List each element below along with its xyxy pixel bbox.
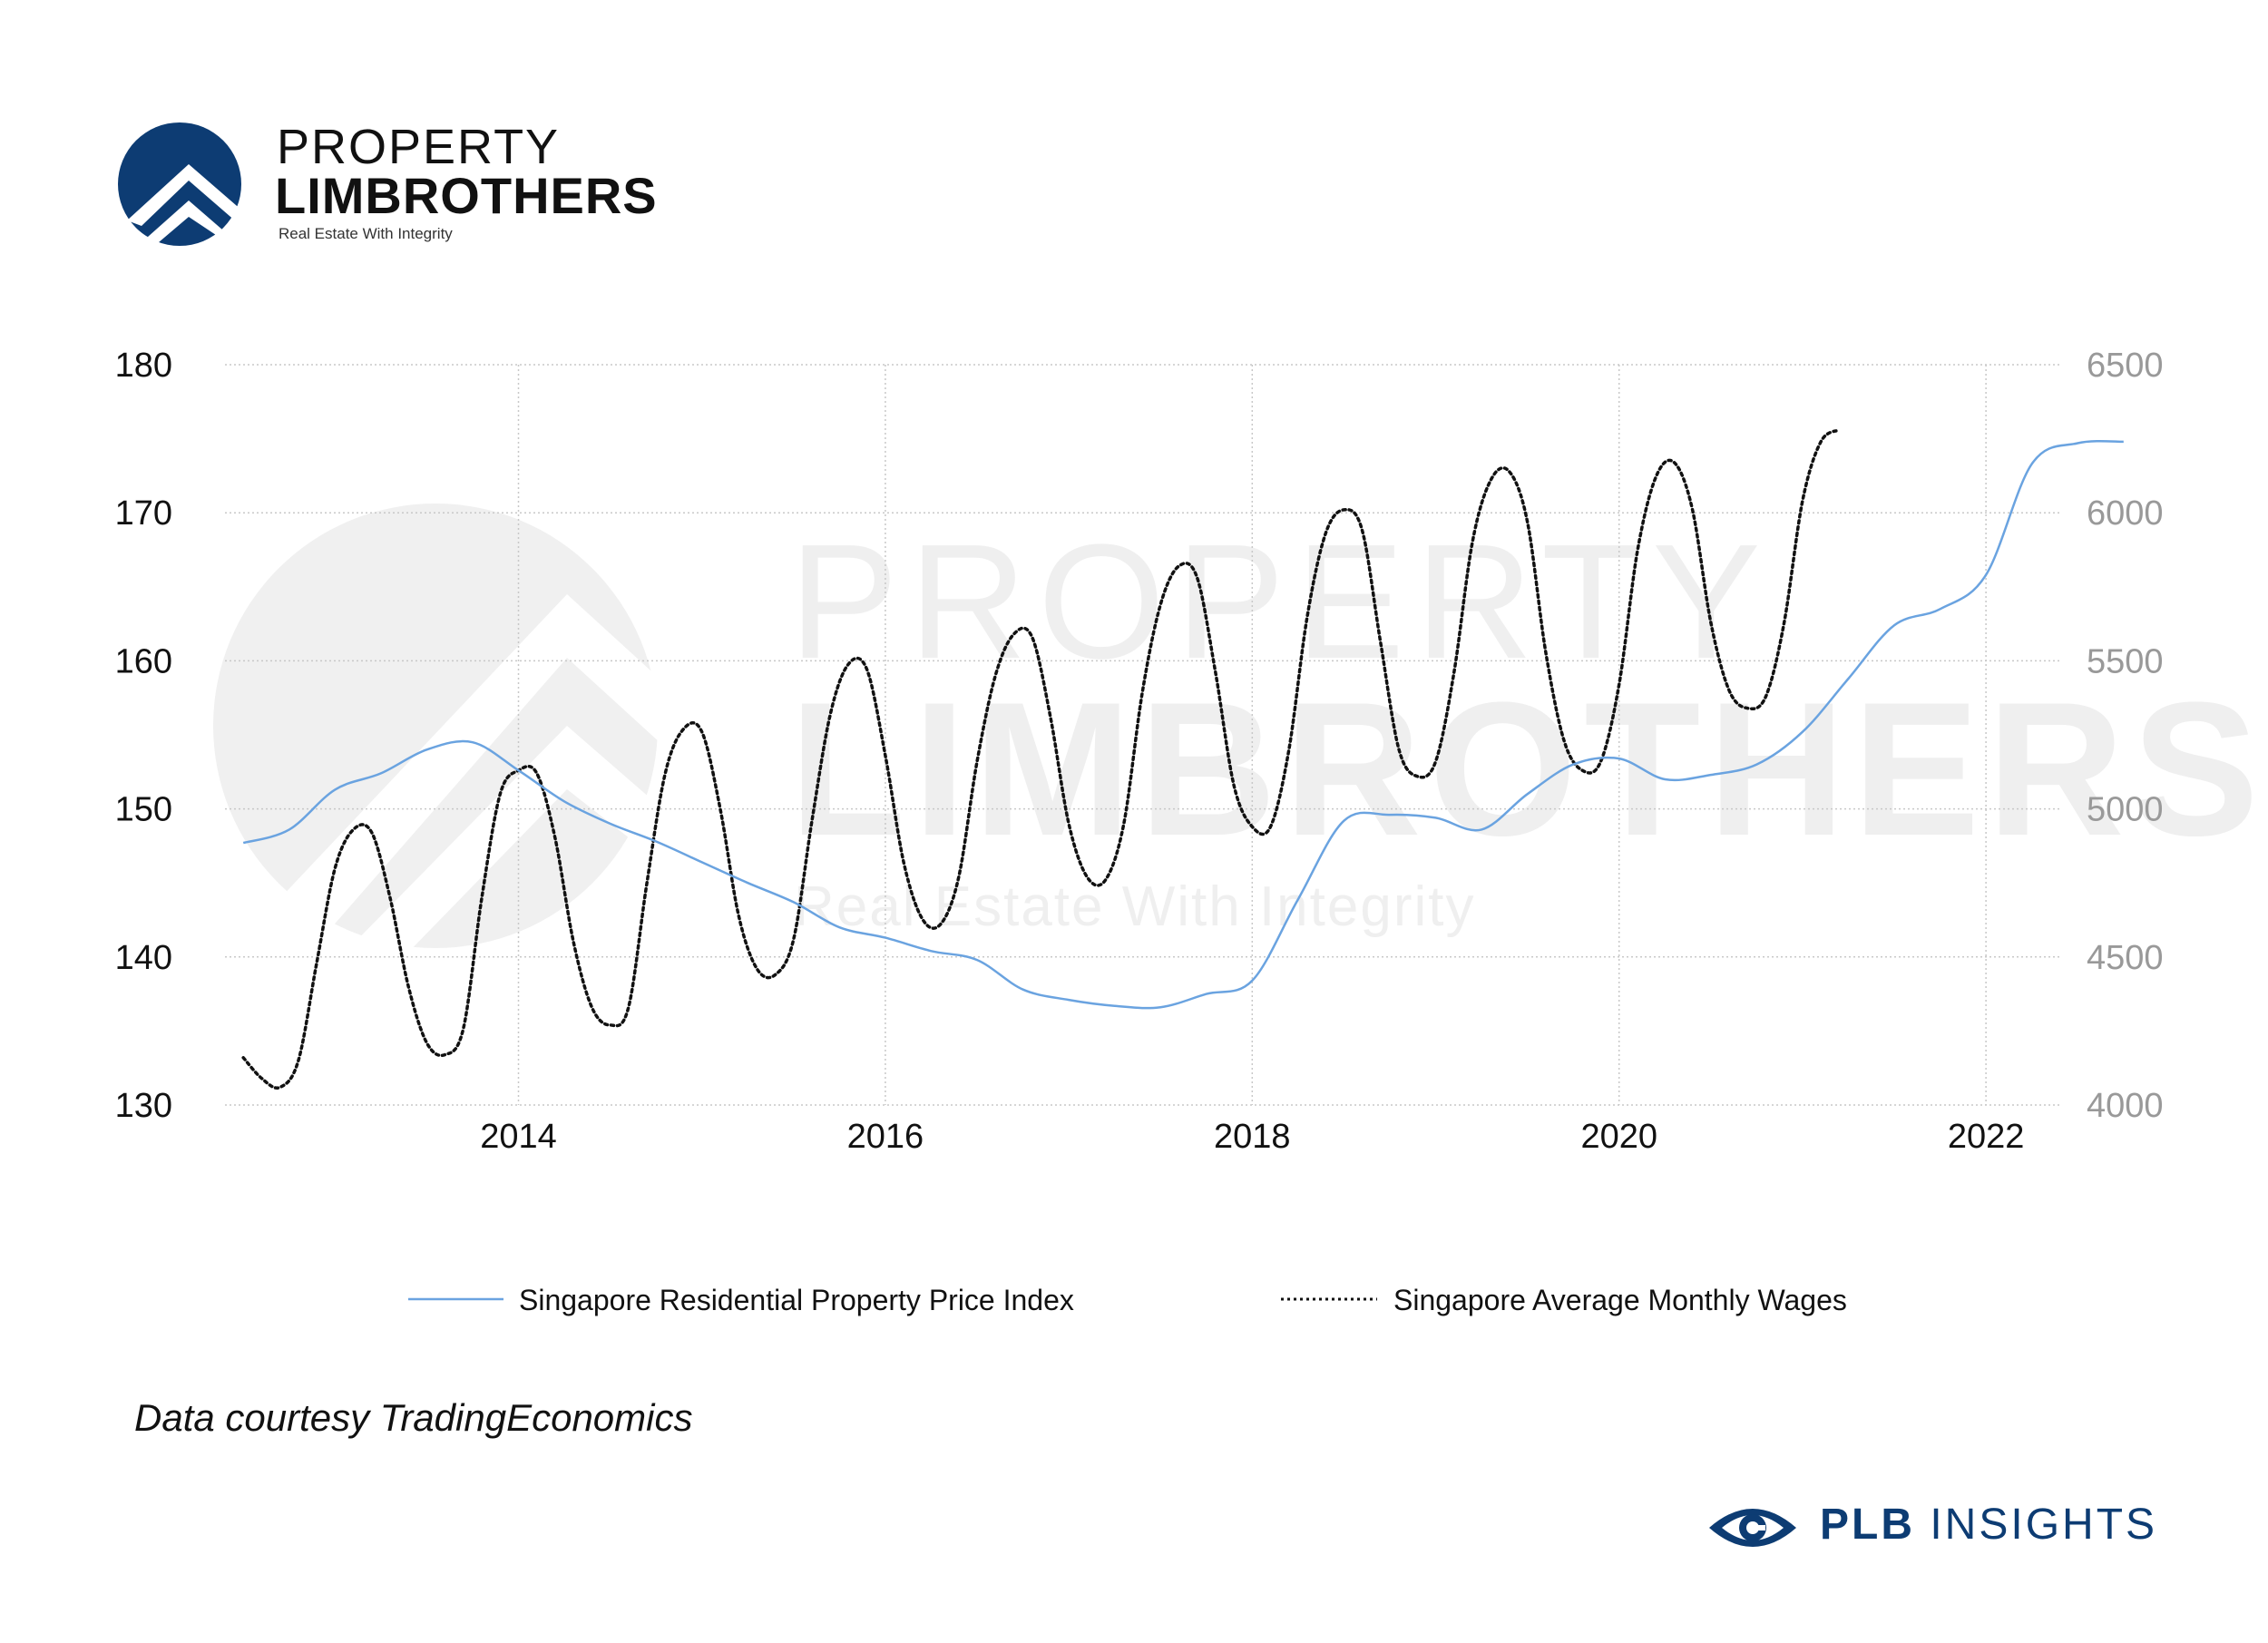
x-tick-label: 2022 [1948,1118,2025,1156]
legend-label-monthly-wages: Singapore Average Monthly Wages [1393,1284,1847,1316]
left-axis: 130 140 150 160 170 180 [115,347,172,1125]
y-right-tick-label: 4500 [2087,939,2164,977]
watermark-logo-circle [213,504,658,948]
y-right-tick-label: 5000 [2087,791,2164,829]
y-right-tick-label: 4000 [2087,1087,2164,1125]
y-left-tick-label: 140 [115,939,172,977]
x-tick-label: 2014 [480,1118,557,1156]
y-right-tick-label: 6000 [2087,494,2164,533]
footer-brand-bold: PLB [1820,1501,1915,1549]
right-axis: 4000 4500 5000 5500 6000 6500 [2087,347,2164,1125]
watermark-logo-chevron [345,726,671,962]
watermark-line3: Real Estate With Integrity [794,875,1476,938]
y-left-tick-label: 160 [115,642,172,680]
y-left-tick-label: 170 [115,494,172,533]
y-right-tick-label: 5500 [2087,642,2164,680]
y-left-tick-label: 130 [115,1087,172,1125]
series-line-property-price-index [242,439,2124,1010]
brand-name-line1: PROPERTY [277,120,561,174]
watermark-line1: PROPERTY [789,511,1772,693]
footer-brand-rest: INSIGHTS [1915,1501,2158,1549]
watermark-logo-chevron [263,594,671,944]
legend-label-property-price-index: Singapore Residential Property Price Ind… [519,1284,1074,1316]
y-left-tick-label: 180 [115,347,172,385]
footer-brand: PLB INSIGHTS [1820,1503,2157,1547]
x-tick-label: 2018 [1214,1118,1291,1156]
brand-name-line2: LIMBROTHERS [275,167,658,224]
brand-tagline: Real Estate With Integrity [279,225,453,242]
watermark-line2: LIMBROTHERS [789,662,2266,875]
chart-watermark: PROPERTY LIMBROTHERS Real Estate With In… [213,504,2266,962]
y-right-tick-label: 6500 [2087,347,2164,385]
series-line-monthly-wages [241,428,1842,1090]
source-note: Data courtesy TradingEconomics [134,1396,693,1439]
eye-icon [1709,1509,1796,1547]
x-tick-label: 2016 [847,1118,924,1156]
y-left-tick-label: 150 [115,791,172,829]
x-axis: 2014 2016 2018 2020 2022 [480,1118,2024,1156]
x-tick-label: 2020 [1580,1118,1657,1156]
house-chevron-circle-icon [118,122,243,248]
